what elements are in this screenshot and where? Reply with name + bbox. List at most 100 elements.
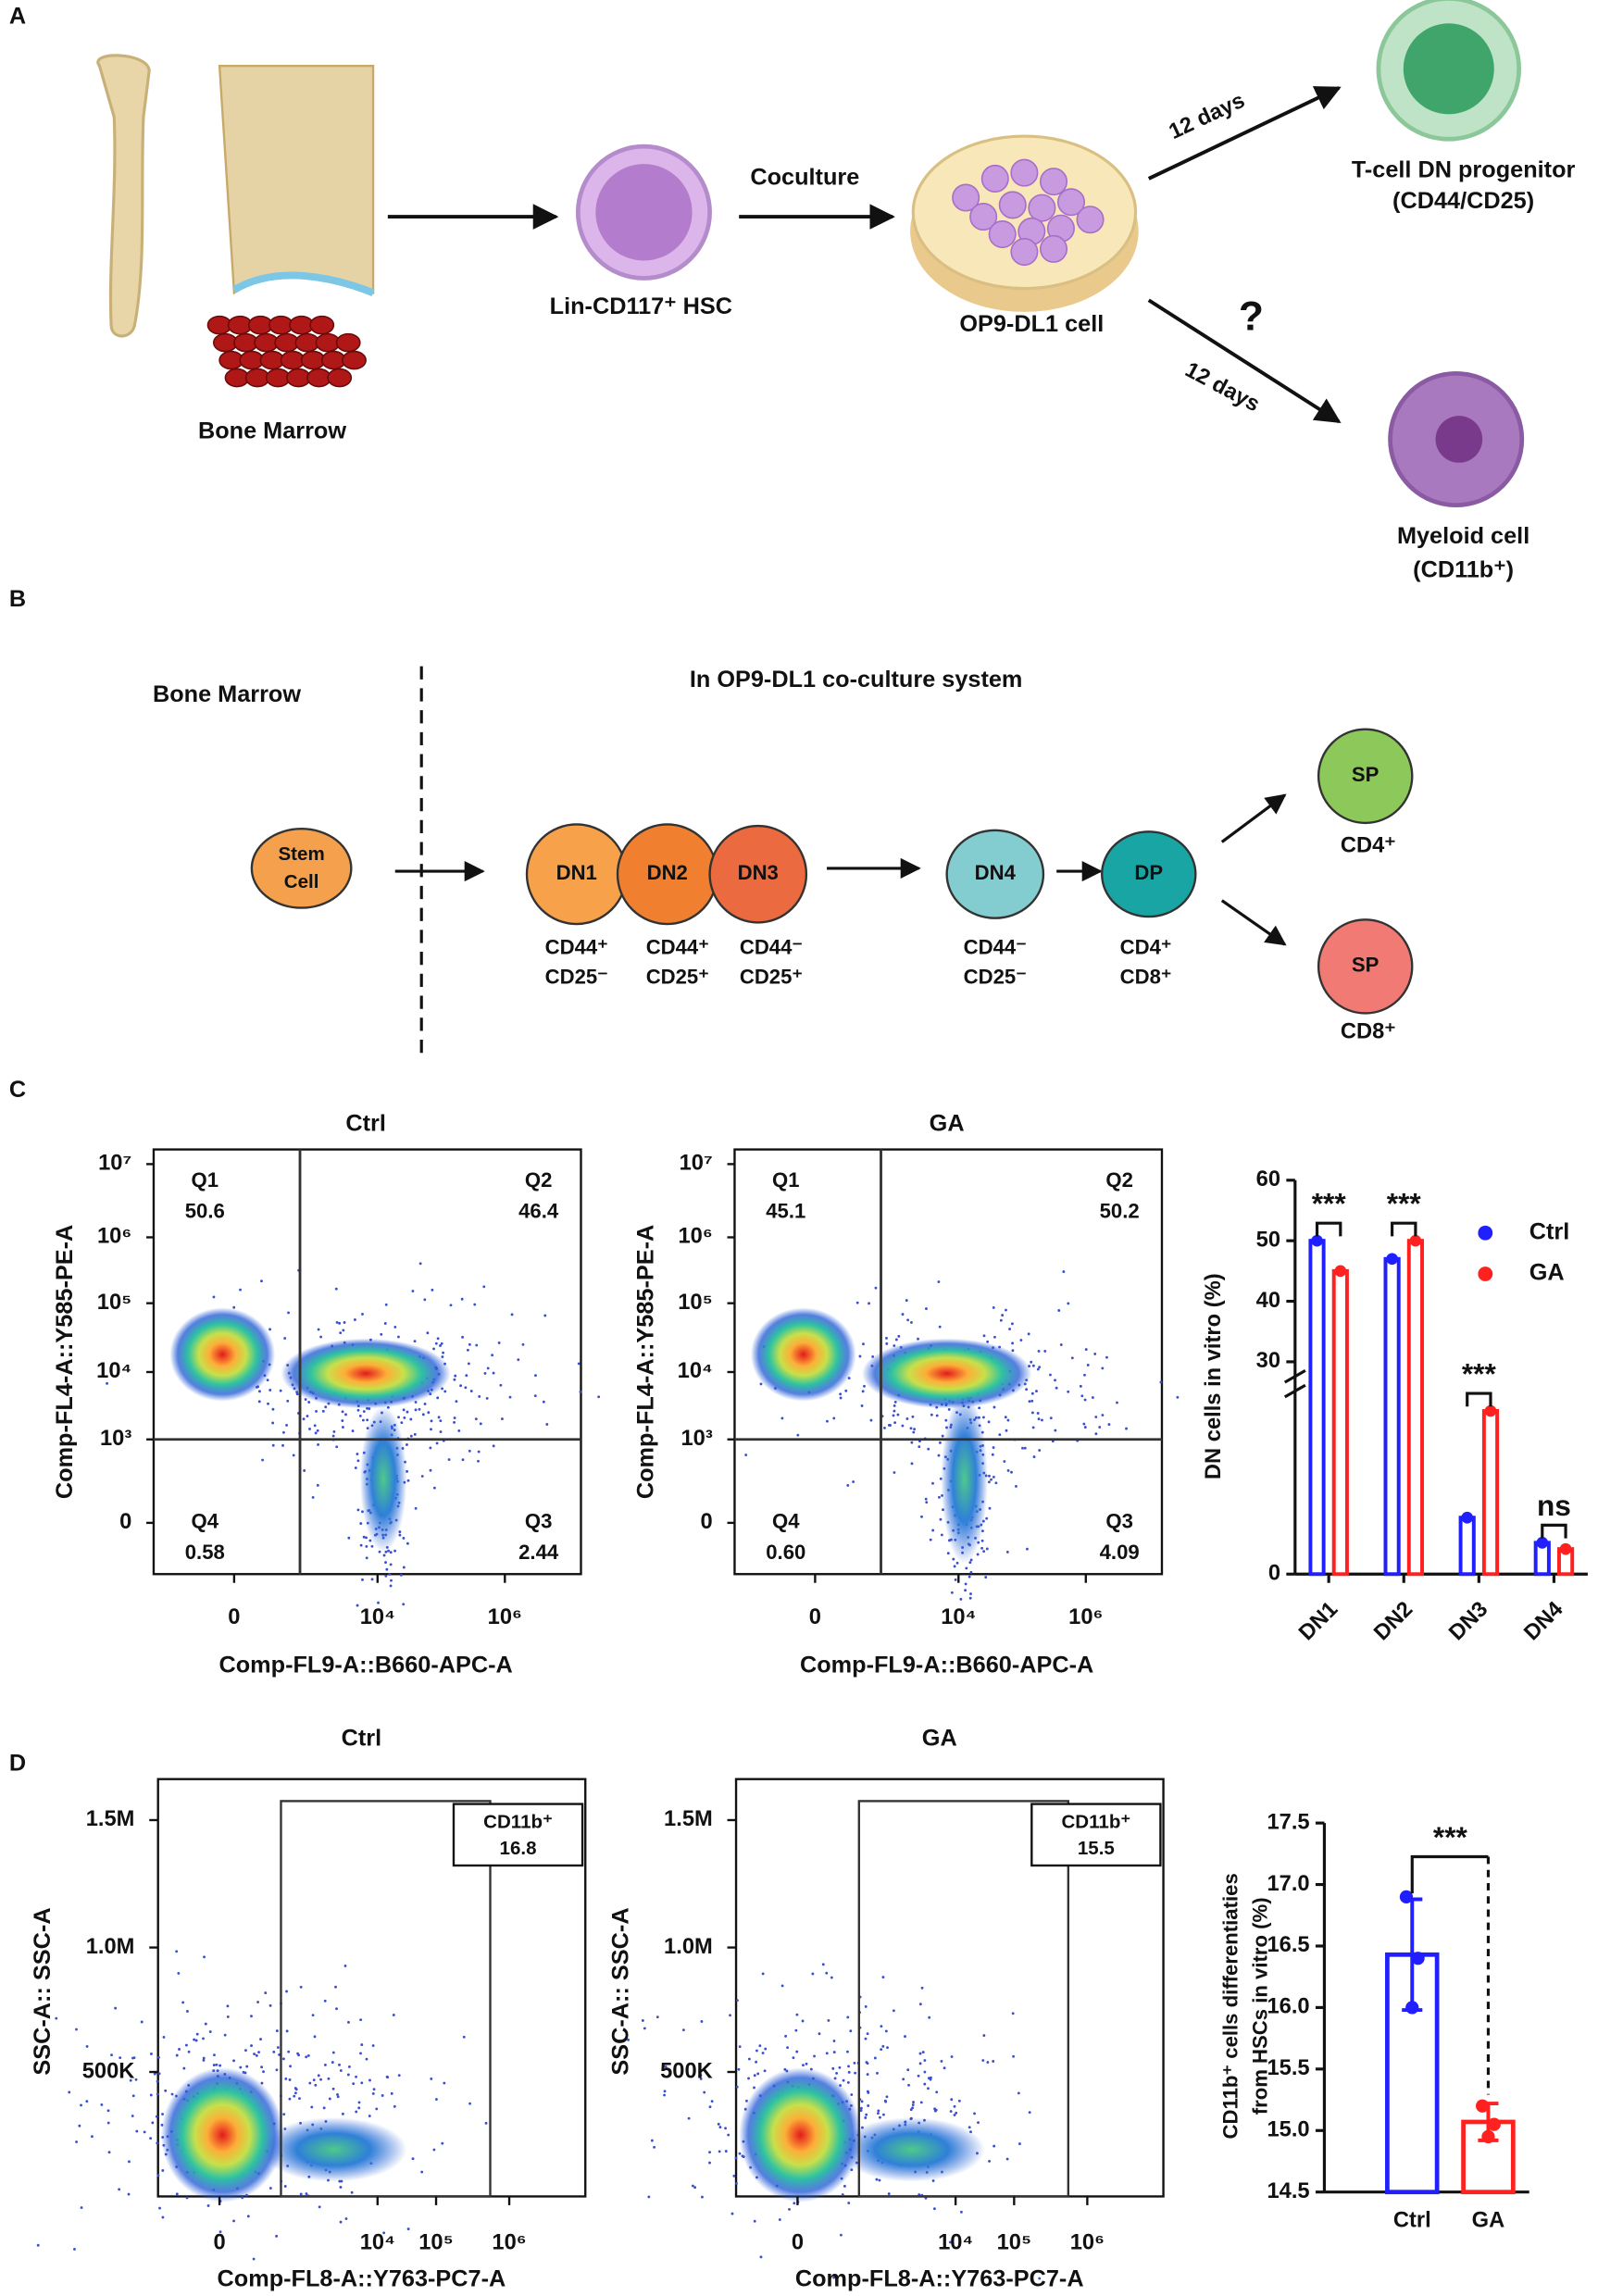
- event-dot: [835, 2071, 839, 2075]
- event-dot: [397, 2074, 401, 2078]
- significance: ***: [1462, 1356, 1497, 1390]
- event-dot: [727, 2133, 730, 2137]
- event-dot: [919, 2101, 923, 2104]
- y-tick-label: 10⁴: [96, 1359, 131, 1383]
- event-dot: [149, 2093, 153, 2097]
- event-dot: [358, 1415, 362, 1417]
- x-tick-label: DN2: [1369, 1597, 1417, 1645]
- y-tick-label: 10³: [680, 1427, 712, 1451]
- dish-cell: [952, 183, 980, 212]
- event-dot: [78, 2124, 81, 2128]
- event-dot: [911, 1415, 915, 1418]
- event-dot: [131, 2115, 134, 2117]
- event-dot: [841, 2193, 844, 2196]
- event-dot: [393, 1325, 397, 1329]
- event-dot: [151, 2121, 155, 2125]
- y-tick-label: 50: [1256, 1228, 1280, 1252]
- event-dot: [402, 1536, 406, 1540]
- event-dot: [431, 1288, 434, 1292]
- event-dot: [928, 2015, 931, 2019]
- event-dot: [414, 1408, 418, 1412]
- event-dot: [443, 1390, 447, 1393]
- event-dot: [893, 1409, 896, 1413]
- event-dot: [935, 1414, 939, 1417]
- event-dot: [486, 1366, 490, 1370]
- label: 2.44: [518, 1541, 559, 1564]
- event-dot: [950, 2055, 954, 2058]
- y-tick-label: 15.5: [1267, 2056, 1309, 2080]
- event-dot: [157, 2055, 160, 2059]
- event-dot: [131, 2094, 135, 2098]
- event-dot: [156, 2174, 160, 2177]
- sp8-cell: [1317, 918, 1414, 1015]
- density: [861, 1338, 1032, 1409]
- event-dot: [409, 1434, 413, 1438]
- event-dot: [402, 1603, 406, 1606]
- label: Bone Marrow: [198, 418, 346, 443]
- flow-plot: [733, 1148, 1180, 1601]
- event-dot: [881, 1976, 885, 1979]
- event-dot: [336, 2095, 340, 2099]
- y-tick-label: 1.0M: [664, 1935, 713, 1959]
- event-dot: [161, 2215, 165, 2219]
- event-dot: [1006, 1418, 1010, 1422]
- event-dot: [157, 2072, 161, 2076]
- event-dot: [155, 2115, 158, 2118]
- event-dot: [338, 1321, 342, 1325]
- event-dot: [792, 2056, 795, 2060]
- event-dot: [935, 2090, 939, 2094]
- event-dot: [129, 2078, 132, 2082]
- event-dot: [250, 2044, 253, 2047]
- event-dot: [268, 2003, 272, 2007]
- event-dot: [862, 1342, 865, 1346]
- event-dot: [893, 1404, 896, 1407]
- event-dot: [687, 2116, 691, 2120]
- event-dot: [938, 1441, 942, 1444]
- event-dot: [1011, 1341, 1015, 1345]
- event-dot: [944, 1418, 948, 1422]
- y-tick-label: 10³: [100, 1427, 131, 1451]
- event-dot: [468, 1449, 471, 1453]
- event-dot: [1003, 1460, 1006, 1463]
- event-dot: [114, 2006, 118, 2010]
- event-dot: [846, 2015, 850, 2019]
- event-dot: [319, 1335, 323, 1339]
- dish-cells: [952, 158, 1105, 267]
- event-dot: [158, 2206, 161, 2210]
- event-dot: [982, 1334, 986, 1338]
- event-dot: [866, 2073, 869, 2077]
- event-dot: [339, 2069, 343, 2072]
- event-dot: [946, 1552, 950, 1555]
- dish-cell: [998, 191, 1027, 219]
- red-cell: [327, 368, 353, 388]
- red-cells: [206, 315, 367, 388]
- label: DN1: [556, 861, 597, 884]
- event-dot: [80, 2103, 82, 2107]
- bar-cap: [1311, 1234, 1323, 1247]
- event-dot: [288, 2078, 292, 2081]
- axis-label: Comp-FL8-A::Y763-PC7-A: [218, 2265, 506, 2291]
- event-dot: [75, 2140, 79, 2143]
- event-dot: [940, 2060, 943, 2063]
- event-dot: [909, 1427, 913, 1430]
- event-dot: [435, 1441, 439, 1445]
- event-dot: [929, 1538, 932, 1541]
- event-dot: [100, 2103, 104, 2106]
- axis-label: Comp-FL4-A::Y585-PE-A: [632, 1225, 658, 1499]
- density: [739, 2067, 862, 2202]
- event-dot: [880, 2025, 883, 2028]
- event-dot: [441, 2141, 444, 2145]
- y-tick-label: 1.5M: [664, 1807, 713, 1831]
- event-dot: [909, 2108, 913, 2112]
- event-dot: [1107, 1423, 1111, 1427]
- event-dot: [469, 1390, 473, 1393]
- density: [838, 2117, 985, 2182]
- event-dot: [368, 2078, 371, 2082]
- event-dot: [441, 1355, 444, 1358]
- event-dot: [140, 2020, 144, 2024]
- event-dot: [1116, 1401, 1118, 1404]
- event-dot: [128, 2160, 131, 2164]
- event-dot: [1030, 1360, 1033, 1364]
- event-dot: [365, 1556, 368, 1560]
- x-tick-label: 10⁴: [941, 1605, 976, 1629]
